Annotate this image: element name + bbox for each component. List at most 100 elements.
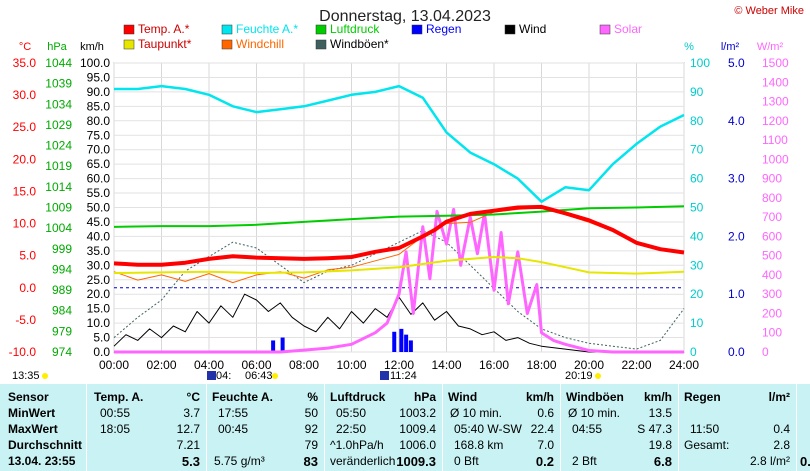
tick-wind-1: 95.0 bbox=[87, 70, 111, 84]
hum-abs: 5.75 g/m³ bbox=[214, 454, 265, 468]
tick-temp-9: -10.0 bbox=[9, 345, 37, 359]
tick-humidity-3: 70 bbox=[690, 143, 704, 157]
legend-label-0: Temp. A.* bbox=[138, 22, 190, 36]
tick-temp-3: 20.0 bbox=[13, 152, 37, 166]
rain-current: 2.8 l/m² bbox=[749, 454, 790, 468]
tick-wind-2: 90.0 bbox=[87, 85, 111, 99]
press-min: 1003.2 bbox=[399, 406, 436, 420]
legend-label-1: Feuchte A.* bbox=[236, 22, 298, 36]
tick-wind-12: 40.0 bbox=[87, 229, 111, 243]
time-strip: 13:35 04: 06:43 11:24 20:19 bbox=[0, 370, 810, 384]
hdr-gusts-unit: km/h bbox=[643, 390, 672, 404]
gust-10min: 13.5 bbox=[648, 406, 672, 420]
rain-bar-3 bbox=[399, 328, 404, 352]
tick-temp-2: 25.0 bbox=[13, 120, 37, 134]
tick-x-10: 20:00 bbox=[574, 358, 604, 372]
tick-wind-9: 55.0 bbox=[87, 186, 111, 200]
rain-bar-0 bbox=[271, 340, 276, 352]
tick-humidity-7: 30 bbox=[690, 258, 704, 272]
row-avg-label: Durchschnitt bbox=[8, 438, 83, 452]
tick-pressure-12: 984 bbox=[52, 304, 72, 318]
wind-bft: 0 Bft bbox=[454, 454, 479, 468]
rain-max: 0.4 bbox=[773, 422, 790, 436]
wind-avg: 7.0 bbox=[537, 438, 554, 452]
tick-solar-10: 500 bbox=[762, 249, 782, 263]
wind-avg-label: Ø 10 min. bbox=[450, 406, 503, 420]
sunset-icon bbox=[595, 373, 601, 379]
hum-avg: 79 bbox=[304, 438, 318, 452]
tick-wind-10: 50.0 bbox=[87, 201, 111, 215]
temp-min-time: 00:55 bbox=[100, 406, 131, 420]
tick-temp-7: 0.0 bbox=[19, 281, 36, 295]
tick-x-6: 12:00 bbox=[384, 358, 414, 372]
row-current-label: 13.04. 23:55 bbox=[8, 454, 76, 468]
tick-wind-8: 60.0 bbox=[87, 172, 111, 186]
tick-solar-3: 1200 bbox=[762, 114, 789, 128]
tick-pressure-6: 1014 bbox=[45, 180, 72, 194]
legend-swatch-8 bbox=[315, 39, 327, 50]
temp-max-time: 18:05 bbox=[100, 422, 131, 436]
wind-max-time: 05:40 W-SW bbox=[454, 422, 522, 436]
row-min-label: MinWert bbox=[8, 406, 56, 420]
tick-wind-14: 30.0 bbox=[87, 258, 111, 272]
series-feuchte-a- bbox=[114, 84, 685, 203]
wind-max: 22.4 bbox=[530, 422, 554, 436]
tick-x-2: 04:00 bbox=[194, 358, 224, 372]
tick-pressure-11: 989 bbox=[52, 283, 72, 297]
tick-x-11: 22:00 bbox=[621, 358, 651, 372]
tick-temp-8: -5.0 bbox=[15, 313, 36, 327]
hdr-humidity-unit: % bbox=[307, 390, 318, 404]
tick-x-9: 18:00 bbox=[526, 358, 556, 372]
series-wind bbox=[113, 293, 684, 353]
tick-rain-3: 2.0 bbox=[728, 229, 745, 243]
tick-temp-5: 10.0 bbox=[13, 217, 37, 231]
legend-label-7: Windchill bbox=[236, 37, 284, 51]
hdr-wind: Wind bbox=[448, 390, 478, 404]
press-max: 1009.4 bbox=[399, 422, 436, 436]
tick-x-7: 14:00 bbox=[431, 358, 461, 372]
gust-avg: 19.8 bbox=[648, 438, 672, 452]
tick-labels: 35.030.025.020.015.010.05.00.0-5.0-10.01… bbox=[9, 56, 789, 372]
tick-pressure-13: 979 bbox=[52, 324, 72, 338]
series-solar bbox=[114, 207, 684, 354]
rain-total-label: Gesamt: bbox=[684, 438, 730, 452]
gridlines bbox=[113, 62, 685, 353]
tick-pressure-3: 1029 bbox=[45, 118, 72, 132]
legend-swatch-1 bbox=[221, 24, 233, 35]
temp-avg: 7.21 bbox=[176, 438, 200, 452]
tick-wind-5: 75.0 bbox=[87, 128, 111, 142]
wind-10min: 0.6 bbox=[537, 406, 554, 420]
hum-min-time: 17:55 bbox=[218, 406, 249, 420]
tick-pressure-5: 1019 bbox=[45, 159, 72, 173]
axis-header-temp: °C bbox=[19, 41, 31, 53]
tick-wind-4: 80.0 bbox=[87, 114, 111, 128]
tick-wind-3: 85.0 bbox=[87, 99, 111, 113]
press-forecast: veränderlich bbox=[330, 454, 396, 468]
legend-swatch-4 bbox=[504, 24, 516, 35]
tick-solar-6: 900 bbox=[762, 172, 782, 186]
legend-label-4: Wind bbox=[519, 22, 546, 36]
tick-solar-12: 300 bbox=[762, 287, 782, 301]
stats-table: Sensor MinWert MaxWert Durchschnitt 13.0… bbox=[0, 384, 810, 471]
moonrise-time: 04: bbox=[216, 370, 232, 382]
legend-swatch-6 bbox=[123, 39, 135, 50]
tick-x-8: 16:00 bbox=[479, 358, 509, 372]
rain-bar-4 bbox=[404, 334, 409, 352]
hdr-rain: Regen bbox=[684, 390, 721, 404]
tick-wind-17: 15.0 bbox=[87, 302, 111, 316]
extra-current: 0.0 bbox=[800, 454, 810, 469]
series-luftdruck bbox=[113, 205, 685, 228]
tick-humidity-5: 50 bbox=[690, 201, 704, 215]
tick-solar-1: 1400 bbox=[762, 75, 789, 89]
tick-solar-7: 800 bbox=[762, 191, 782, 205]
tick-humidity-6: 40 bbox=[690, 229, 704, 243]
gust-bft: 2 Bft bbox=[572, 454, 597, 468]
hdr-sensor: Sensor bbox=[8, 390, 49, 404]
copyright-label: © Weber Mike bbox=[734, 5, 804, 17]
legend-label-2: Luftdruck bbox=[330, 22, 380, 36]
hum-max-time: 00:45 bbox=[218, 422, 249, 436]
tick-wind-20: 0.0 bbox=[93, 345, 110, 359]
tick-rain-1: 4.0 bbox=[728, 114, 745, 128]
tick-temp-1: 30.0 bbox=[13, 88, 37, 102]
series-taupunkt- bbox=[113, 256, 685, 275]
